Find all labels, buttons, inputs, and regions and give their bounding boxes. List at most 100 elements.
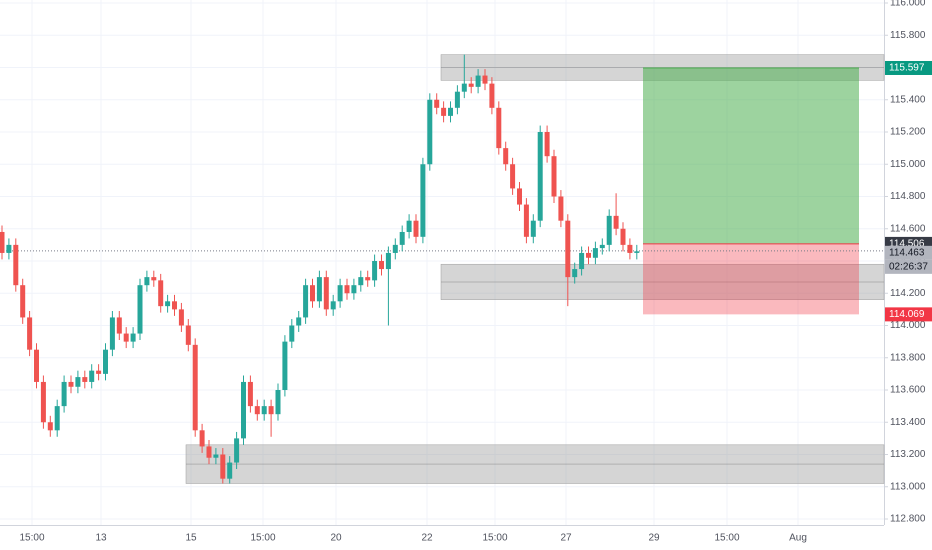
candle-body — [75, 377, 81, 387]
y-tick-label: 113.000 — [890, 481, 926, 492]
target-tag-bg — [885, 60, 932, 75]
candle-body — [599, 244, 605, 249]
zone — [185, 444, 885, 484]
x-tick-label: 15:00 — [19, 533, 44, 544]
candle-body — [206, 446, 212, 458]
candle-body — [130, 333, 136, 342]
candle-body — [34, 349, 39, 382]
candle-body — [303, 285, 309, 318]
candle-body — [592, 248, 598, 258]
candle-body — [337, 285, 343, 302]
candle-body — [310, 285, 315, 302]
candle-body — [96, 370, 102, 374]
candle-body — [365, 277, 371, 281]
candle-body — [385, 252, 391, 270]
entry-tag: 114.506 — [889, 239, 925, 250]
candle-body — [13, 244, 19, 286]
candle-body — [517, 188, 522, 205]
candle-body — [627, 244, 633, 253]
candle-body — [234, 438, 240, 463]
candle-body — [406, 220, 412, 232]
candle-body — [330, 301, 336, 310]
y-tick-label: 115.200 — [890, 127, 926, 138]
x-tick-label: 15:00 — [714, 533, 739, 544]
candle-body — [137, 285, 143, 334]
candle-body — [261, 406, 267, 415]
stop-tag: 114.069 — [889, 309, 925, 320]
candle-body — [220, 454, 226, 479]
y-tick-label: 115.400 — [890, 94, 926, 105]
candle-body — [109, 317, 115, 350]
candle-body — [420, 164, 426, 237]
candle-body — [316, 277, 322, 302]
x-tick-label: 22 — [421, 533, 433, 544]
candle-body — [103, 349, 108, 374]
position-loss — [643, 243, 859, 315]
candle-body — [510, 164, 516, 189]
candle-body — [586, 252, 591, 258]
zone — [440, 263, 885, 300]
candle-body — [27, 317, 33, 350]
candle-body — [151, 277, 157, 281]
candle-body — [523, 204, 529, 237]
candle-body — [68, 381, 74, 387]
candle-body — [282, 341, 288, 390]
x-tick-label: 15:00 — [250, 533, 275, 544]
stop-tag-bg — [885, 307, 932, 322]
candle-body — [613, 215, 619, 229]
candle-body — [192, 344, 198, 431]
y-tick-label: 115.000 — [890, 159, 926, 170]
y-tick-label: 114.600 — [890, 223, 926, 234]
candle-body — [116, 317, 122, 334]
candle-body — [289, 325, 295, 342]
y-tick-label: 113.200 — [890, 449, 926, 460]
x-tick-label: 15 — [185, 533, 197, 544]
candle-body — [427, 99, 433, 165]
candle-body — [454, 91, 460, 108]
candle-body — [434, 99, 440, 108]
candle-body — [20, 285, 26, 318]
candle-body — [0, 231, 5, 253]
candle-body — [199, 430, 205, 447]
candle-body — [372, 261, 378, 281]
candle-body — [606, 215, 612, 245]
candle-body — [503, 148, 509, 165]
candle-body — [565, 220, 571, 278]
candle-body — [213, 454, 219, 458]
candle-body — [392, 244, 398, 253]
candle-body — [165, 301, 171, 307]
candle-body — [172, 301, 177, 310]
candle-body — [634, 251, 640, 253]
candle-body — [461, 83, 467, 92]
candle-body — [178, 309, 184, 326]
candle-body — [268, 406, 274, 415]
candle-body — [61, 381, 67, 407]
countdown-tag-bg — [885, 259, 932, 274]
candle-body — [496, 107, 502, 149]
y-tick-label: 113.400 — [890, 417, 926, 428]
candle-body — [530, 220, 536, 237]
x-tick-label: 20 — [330, 533, 342, 544]
candle-body — [344, 285, 350, 294]
y-tick-label: 113.600 — [890, 385, 926, 396]
x-tick-label: 15:00 — [482, 533, 507, 544]
last-price-tag-bg — [885, 245, 932, 260]
candle-body — [89, 370, 95, 382]
candle-body — [579, 252, 585, 270]
x-tick-label: 13 — [95, 533, 107, 544]
candle-body — [54, 406, 60, 431]
y-tick-label: 114.200 — [890, 288, 926, 299]
candle-body — [379, 261, 384, 270]
x-tick-label: 27 — [560, 533, 572, 544]
candle-body — [489, 83, 495, 108]
target-tag: 115.597 — [889, 63, 925, 74]
candle-body — [275, 390, 281, 415]
candle-body — [572, 269, 578, 278]
x-tick-label: 29 — [648, 533, 660, 544]
candle-body — [399, 231, 405, 245]
y-tick-label: 116.000 — [890, 0, 926, 9]
candle-body — [475, 75, 481, 87]
y-tick-label: 112.800 — [890, 514, 926, 525]
candle-body — [448, 107, 453, 116]
candle-body — [537, 132, 543, 221]
